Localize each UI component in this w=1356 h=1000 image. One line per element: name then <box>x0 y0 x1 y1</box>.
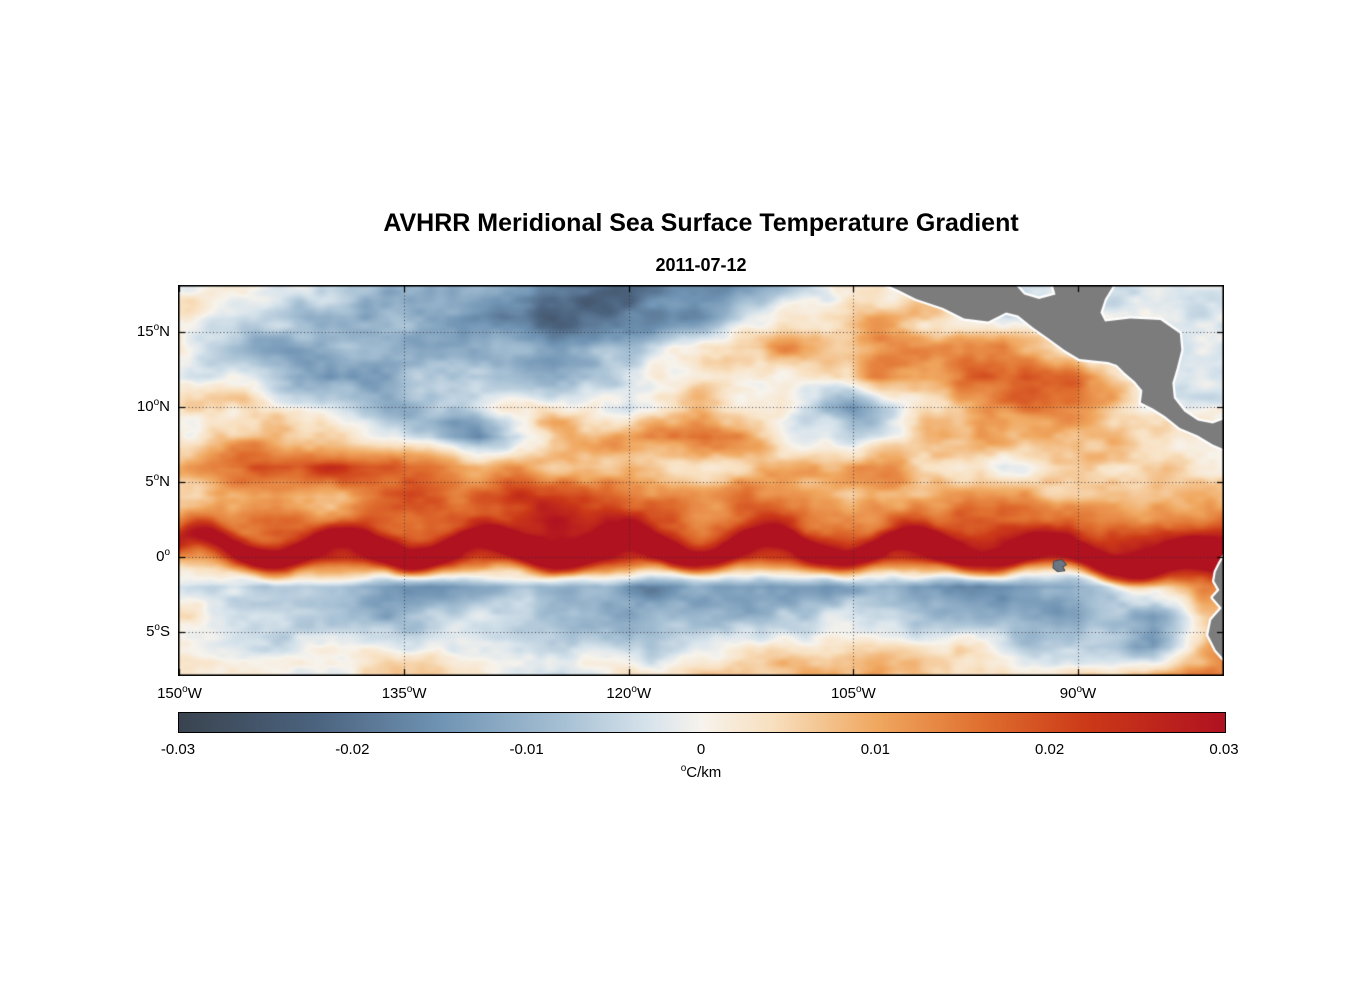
x-tick-label: 135oW <box>381 684 427 703</box>
y-tick-label: 5oS <box>146 622 170 641</box>
colorbar-tick-label: -0.03 <box>160 741 196 758</box>
x-tick-label: 120oW <box>606 684 652 703</box>
colorbar-tick-label: -0.01 <box>509 741 544 758</box>
unit-text: C/km <box>686 764 722 781</box>
y-tick-label: 0o <box>156 547 170 566</box>
figure-title: AVHRR Meridional Sea Surface Temperature… <box>383 209 1019 237</box>
x-tick-label: 90oW <box>1059 684 1097 703</box>
colorbar-tick-label: 0 <box>696 741 706 758</box>
colorbar-tick-label: 0.01 <box>860 741 890 758</box>
colorbar-tick-label: 0.03 <box>1209 741 1239 758</box>
colorbar-gradient-canvas <box>178 712 1226 733</box>
y-tick-label: 10oN <box>136 396 170 415</box>
degree-symbol: o <box>680 763 687 774</box>
map-plot-area <box>178 285 1224 676</box>
colorbar-unit-label: oC/km <box>178 763 1224 781</box>
colorbar-tick-label: 0.02 <box>1035 741 1065 758</box>
colorbar-tick-label: -0.02 <box>335 741 370 758</box>
figure-date: 2011-07-12 <box>655 255 747 275</box>
x-tick-label: 105oW <box>830 684 876 703</box>
y-tick-label: 15oN <box>136 321 170 340</box>
colorbar <box>178 712 1226 733</box>
y-tick-label: 5oN <box>145 472 170 491</box>
x-tick-label: 150oW <box>157 684 202 703</box>
sst-gradient-heatmap-canvas <box>178 285 1224 676</box>
